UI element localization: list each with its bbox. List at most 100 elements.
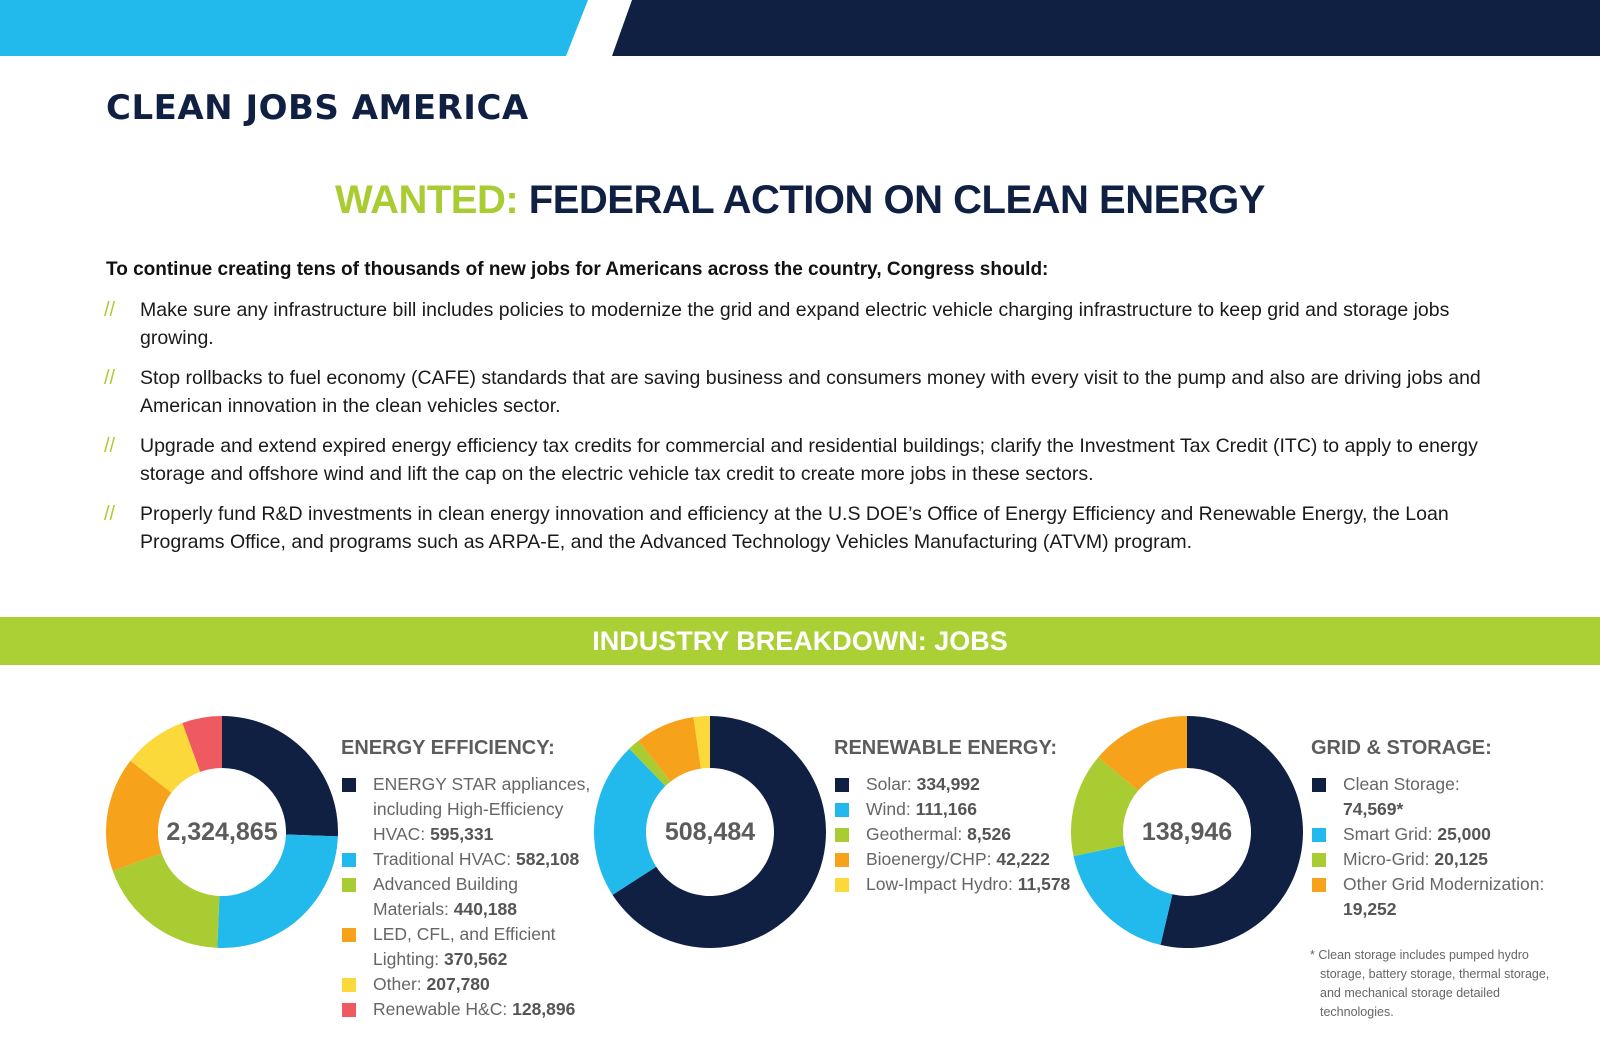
donut-total: 138,946 (1141, 818, 1233, 846)
bullet-slashes: // (104, 503, 116, 525)
legend-swatch (342, 878, 356, 892)
legend-item: Solar: 334,992 (834, 772, 1084, 797)
brand-title: CLEAN JOBS AMERICA (106, 88, 529, 128)
renewable-energy-legend: RENEWABLE ENERGY: Solar: 334,992 Wind: 1… (834, 737, 1084, 897)
legend-swatch (1312, 878, 1326, 892)
legend-value: 128,896 (512, 999, 576, 1019)
headline-text: FEDERAL ACTION ON CLEAN ENERGY (528, 178, 1266, 222)
action-text: Stop rollbacks to fuel economy (CAFE) st… (140, 367, 1481, 417)
legend-swatch (342, 778, 356, 792)
legend-value: 11,578 (1017, 874, 1071, 894)
action-item: // Stop rollbacks to fuel economy (CAFE) … (104, 364, 1504, 420)
donut-slice-1 (1160, 716, 1303, 948)
donut-slice-4 (638, 717, 701, 782)
intro-text: To continue creating tens of thousands o… (106, 259, 1049, 280)
energy-efficiency-donut: 2,324,865 (106, 716, 338, 948)
legend-item: Micro-Grid: 20,125 (1311, 847, 1551, 872)
legend-value: 440,188 (453, 899, 517, 919)
legend-swatch (835, 878, 849, 892)
legend-swatch (342, 853, 356, 867)
renewable-energy-donut-svg (594, 716, 826, 948)
legend-label: Other: (373, 974, 422, 994)
donut-slice-2 (217, 834, 338, 948)
donut-slice-2 (594, 748, 666, 895)
action-text: Upgrade and extend expired energy effici… (140, 435, 1478, 485)
energy-efficiency-legend: ENERGY EFFICIENCY: ENERGY STAR appliance… (341, 737, 591, 1022)
donut-slice-3 (112, 853, 220, 948)
section-band: INDUSTRY BREAKDOWN: JOBS (0, 617, 1600, 665)
legend-item: Other: 207,780 (341, 972, 591, 997)
legend-title: GRID & STORAGE: (1311, 737, 1492, 759)
legend-item: Traditional HVAC: 582,108 (341, 847, 591, 872)
legend-item: Other Grid Modernization: 19,252 (1311, 872, 1551, 922)
legend-swatch (835, 803, 849, 817)
legend-item: LED, CFL, and Efficient Lighting: 370,56… (341, 922, 591, 972)
legend-label: Bioenergy/CHP: (866, 849, 992, 869)
legend-value: 19,252 (1343, 899, 1397, 919)
legend-value: 74,569* (1343, 799, 1404, 819)
bullet-slashes: // (104, 435, 116, 457)
legend-swatch (1312, 828, 1326, 842)
donut-slice-5 (130, 722, 201, 793)
legend-label: LED, CFL, and Efficient Lighting: (373, 924, 556, 969)
legend-item: Smart Grid: 25,000 (1311, 822, 1551, 847)
headline-prefix: WANTED: (335, 178, 519, 222)
legend-label: Solar: (866, 774, 912, 794)
legend-item: Renewable H&C: 128,896 (341, 997, 591, 1022)
donut-slice-3 (1071, 757, 1139, 857)
footnote: * Clean storage includes pumped hydro st… (1310, 948, 1550, 1019)
legend-title: RENEWABLE ENERGY: (834, 737, 1057, 759)
legend-label: Low-Impact Hydro: (866, 874, 1013, 894)
donut-slice-6 (182, 716, 222, 772)
bullet-slashes: // (104, 367, 116, 389)
legend-title: ENERGY EFFICIENCY: (341, 737, 555, 759)
grid-storage-legend: GRID & STORAGE: Clean Storage: 74,569* Sm… (1311, 737, 1551, 922)
energy-efficiency-donut-svg (106, 716, 338, 948)
legend-item: Geothermal: 8,526 (834, 822, 1084, 847)
donut-total: 508,484 (664, 818, 756, 846)
legend-swatch (1312, 778, 1326, 792)
legend-label: Geothermal: (866, 824, 963, 844)
headline: WANTED: FEDERAL ACTION ON CLEAN ENERGY (0, 178, 1600, 223)
legend-swatch (835, 778, 849, 792)
donut-slice-4 (106, 760, 172, 871)
legend-value: 582,108 (515, 849, 580, 869)
banner-blue-stripe (0, 0, 588, 56)
legend-item: Bioenergy/CHP: 42,222 (834, 847, 1084, 872)
legend-label: ENERGY STAR appliances, including High-E… (373, 774, 591, 844)
action-text: Make sure any infrastructure bill includ… (140, 299, 1450, 349)
donut-slice-4 (1098, 716, 1187, 791)
donut-slice-3 (629, 740, 671, 787)
header-banner (0, 0, 1600, 56)
banner-navy-stripe (612, 0, 1600, 56)
grid-storage-donut-svg (1071, 716, 1303, 948)
legend-swatch (835, 853, 849, 867)
legend-value: 25,000 (1437, 824, 1491, 844)
action-item: // Upgrade and extend expired energy effi… (104, 432, 1504, 488)
legend-value: 334,992 (916, 774, 980, 794)
donut-slice-1 (222, 716, 338, 837)
action-item: // Properly fund R&D investments in clean… (104, 500, 1504, 556)
legend-swatch (342, 928, 356, 942)
legend-label: Traditional HVAC: (373, 849, 512, 869)
donut-total: 2,324,865 (166, 818, 278, 846)
action-list: // Make sure any infrastructure bill incl… (104, 296, 1504, 568)
action-text: Properly fund R&D investments in clean e… (140, 503, 1449, 553)
legend-value: 207,780 (426, 974, 490, 994)
legend-label: Advanced Building Materials: (373, 874, 518, 919)
legend-item: Clean Storage: 74,569* (1311, 772, 1551, 822)
legend-item: ENERGY STAR appliances, including High-E… (341, 772, 591, 847)
donut-slice-1 (612, 716, 826, 948)
legend-item: Advanced Building Materials: 440,188 (341, 872, 591, 922)
legend-value: 111,166 (915, 799, 977, 819)
legend-item: Low-Impact Hydro: 11,578 (834, 872, 1084, 897)
renewable-energy-donut: 508,484 (594, 716, 826, 948)
legend-value: 20,125 (1434, 849, 1488, 869)
legend-label: Renewable H&C: (373, 999, 508, 1019)
grid-storage-donut: 138,946 (1071, 716, 1303, 948)
legend-value: 8,526 (967, 824, 1011, 844)
legend-label: Clean Storage: (1343, 774, 1460, 794)
legend-label: Smart Grid: (1343, 824, 1433, 844)
donut-slice-5 (693, 716, 710, 769)
legend-value: 42,222 (996, 849, 1050, 869)
